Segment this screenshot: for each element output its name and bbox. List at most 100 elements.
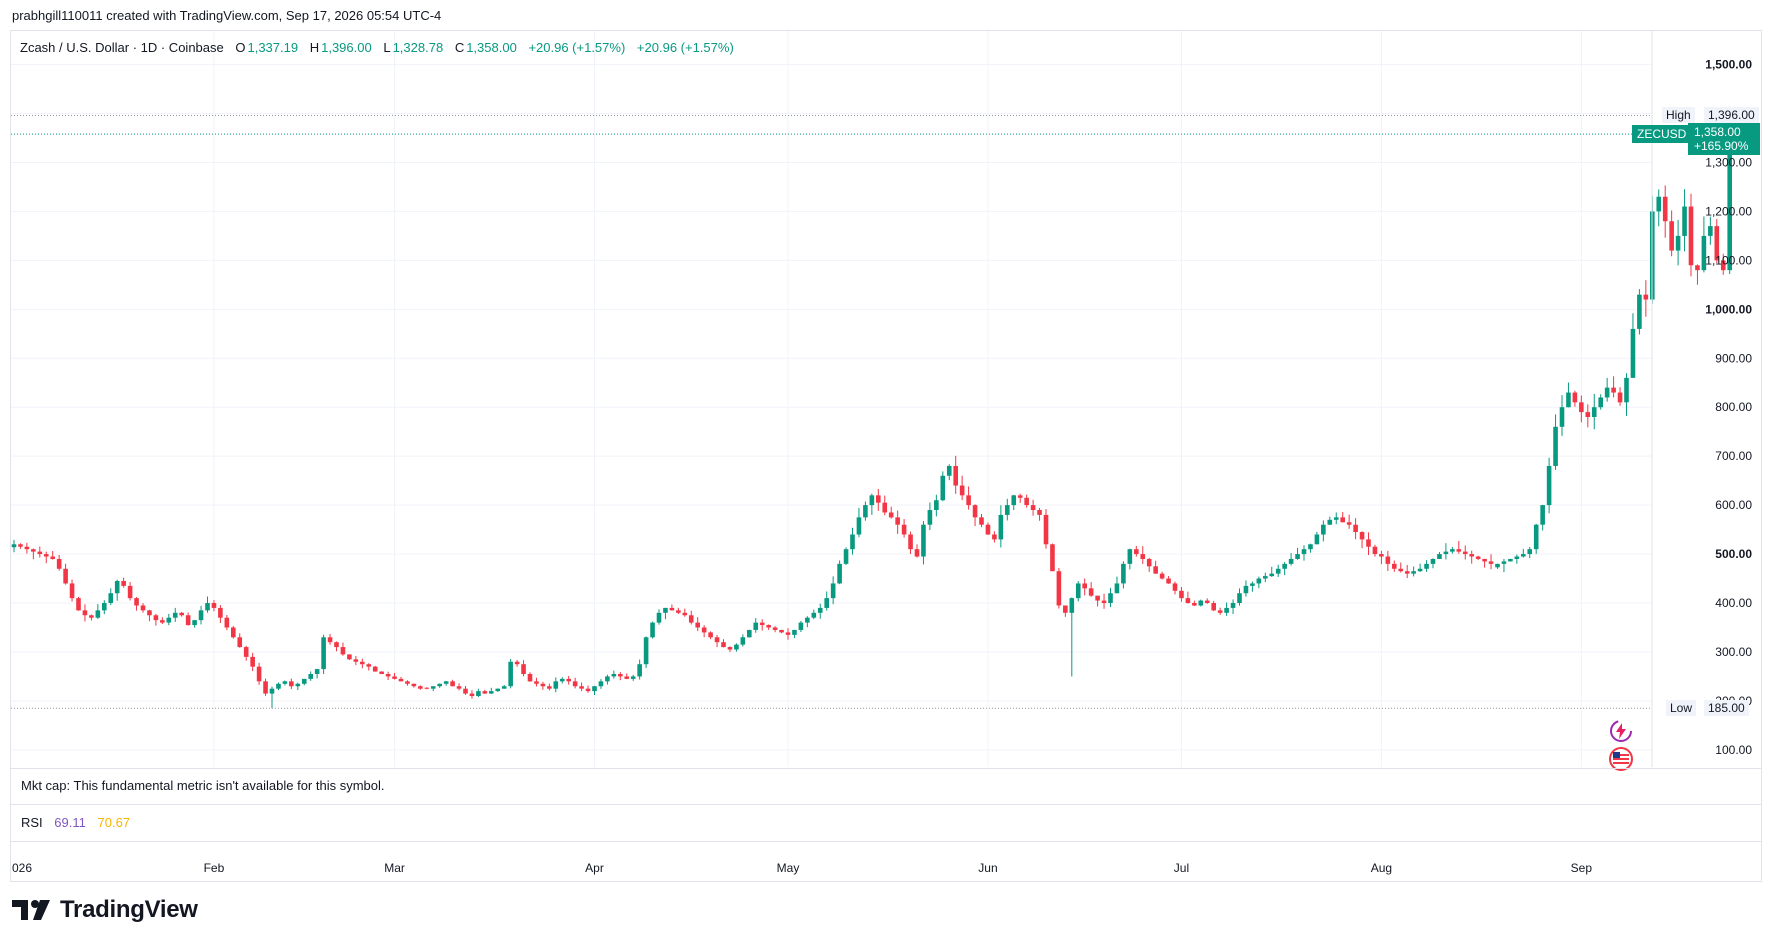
candle-body [1301,549,1307,555]
price-tick-label: 1,200.00 [1705,204,1752,218]
candle-body [1656,196,1662,212]
candle-body [798,622,804,630]
price-tick-label: 900.00 [1715,351,1752,365]
candle-body [372,666,378,672]
candle-body [308,673,313,679]
candle-body [888,512,894,518]
chart-credit: prabhgill110011 created with TradingView… [12,8,442,23]
candle-body [824,598,829,608]
candle-body [759,622,765,626]
candle-body [1669,221,1674,251]
price-tick-label: 700.00 [1715,449,1752,463]
candle-body [695,622,700,628]
candle-body [863,505,868,518]
candle-body [566,678,571,682]
lightning-icon[interactable] [1608,718,1634,744]
candle-body [1037,510,1042,515]
candle-body [830,583,836,599]
candle-body [579,686,584,689]
candle-body [688,615,694,623]
candle-body [43,554,49,557]
candle-body [89,615,94,618]
candle-body [76,598,81,611]
legend-open-value: 1,337.19 [247,40,299,55]
candle-body [301,678,307,684]
candle-body [901,524,907,535]
legend-change: +20.96 (+1.57%) [528,40,626,55]
candle-body [547,686,552,689]
candle-body [108,593,114,604]
candle-body [366,664,372,667]
rsi-panel[interactable]: RSI 69.11 70.67 [11,804,1761,842]
candle-body [1314,534,1320,545]
rsi-label: RSI [21,815,43,830]
candle-body [643,637,649,665]
candle-body [456,686,462,689]
grid-lines [11,31,1652,767]
candle-body [334,642,339,648]
candle-body [192,620,197,626]
candle-body [1630,328,1636,378]
price-tick-label: 400.00 [1715,596,1752,610]
candle-body [476,691,481,697]
candle-body [1462,551,1468,555]
candle-body [850,534,855,550]
candle-body [1192,603,1197,606]
low-label: Low [1666,700,1697,717]
candle-body [1437,554,1442,559]
candle-body [1043,514,1049,545]
legend-symbol[interactable]: Zcash / U.S. Dollar · 1D · Coinbase [20,40,224,55]
candle-body [1708,226,1713,236]
candle-body [24,546,30,550]
candle-body [469,693,475,697]
tradingview-logo[interactable]: TradingView [12,896,198,924]
candle-body [1495,563,1500,568]
candle-body [95,610,101,618]
candle-body [1217,610,1223,613]
candle-body [618,673,623,677]
candle-body [637,664,642,677]
candle-body [792,629,797,635]
candle-body [82,610,88,616]
candle-body [1482,558,1487,562]
candle-body [1082,583,1087,589]
candle-body [102,603,107,611]
candle-body [921,524,926,557]
candle-body [663,607,668,613]
candle-body [437,683,442,687]
candle-body [1095,595,1100,601]
candle-body [740,637,746,645]
candle-body [418,686,423,689]
candle-body [1211,603,1216,611]
candle-body [785,632,791,635]
candle-body [160,620,165,623]
candle-body [1456,549,1462,552]
candle-body [1030,505,1036,511]
price-tick-label: 500.00 [1715,547,1752,561]
candle-body [1514,556,1520,559]
candle-body [1275,568,1281,574]
candle-body [1720,260,1726,271]
candle-body [482,691,488,694]
chart-frame[interactable] [10,30,1762,882]
candle-body [1237,593,1242,604]
candle-body [379,671,384,674]
candle-body [263,681,268,694]
legend-close-value: 1,358.00 [466,40,517,55]
candle-body [1424,563,1429,569]
candle-body [1559,407,1565,427]
candle-body [121,580,126,586]
candle-body [1308,544,1313,550]
candle-body [876,495,881,503]
candle-body [553,681,559,689]
candle-body [224,617,230,628]
candle-body [940,475,946,501]
candle-body [585,688,591,692]
candle-body [1353,524,1358,533]
candle-body [1075,583,1081,599]
candle-body [166,617,172,623]
candle-body [521,664,526,674]
us-flag-icon[interactable] [1608,746,1634,772]
candle-body [747,629,752,638]
